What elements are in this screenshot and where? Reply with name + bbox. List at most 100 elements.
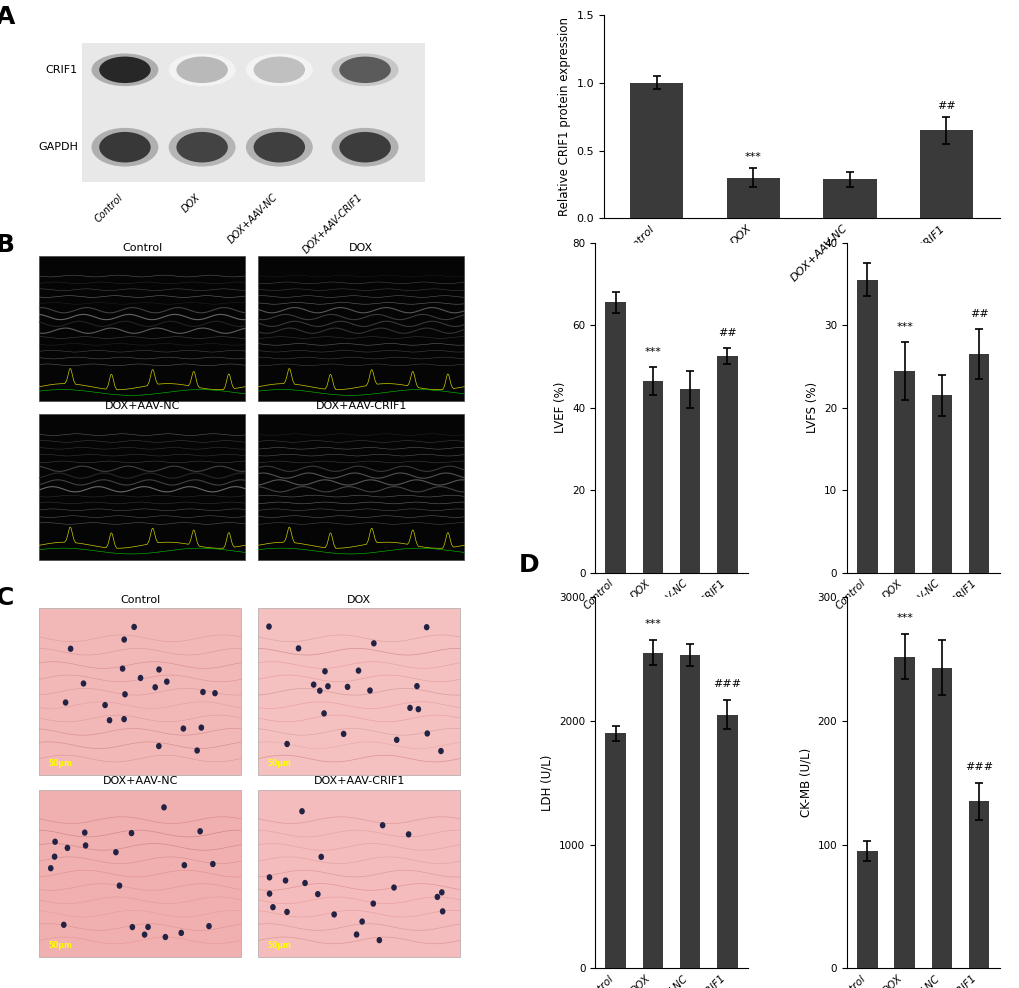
Text: 50μm: 50μm [48, 941, 72, 949]
Bar [968, 801, 988, 968]
Ellipse shape [317, 688, 322, 694]
Ellipse shape [254, 56, 305, 83]
Ellipse shape [379, 822, 385, 828]
Text: DOX: DOX [346, 595, 371, 605]
Ellipse shape [438, 889, 444, 895]
Ellipse shape [371, 640, 376, 646]
Text: ***: *** [896, 322, 912, 332]
Ellipse shape [116, 882, 122, 889]
Bar [894, 370, 914, 573]
Ellipse shape [415, 706, 421, 712]
Ellipse shape [311, 682, 316, 688]
Ellipse shape [128, 830, 135, 836]
Ellipse shape [270, 904, 275, 910]
Text: A: A [0, 5, 15, 29]
Bar [642, 653, 662, 968]
Ellipse shape [142, 932, 148, 938]
Ellipse shape [82, 830, 88, 836]
Text: DOX+AAV-NC: DOX+AAV-NC [102, 777, 177, 786]
Ellipse shape [282, 877, 288, 883]
Text: ***: *** [896, 614, 912, 623]
Ellipse shape [340, 731, 346, 737]
Ellipse shape [266, 623, 271, 629]
Bar [930, 668, 951, 968]
Ellipse shape [99, 132, 151, 162]
Ellipse shape [246, 53, 313, 86]
Ellipse shape [83, 843, 89, 849]
Ellipse shape [315, 891, 320, 897]
Ellipse shape [67, 645, 73, 652]
Ellipse shape [195, 747, 200, 754]
Bar [822, 179, 875, 218]
Ellipse shape [210, 861, 215, 867]
Ellipse shape [52, 854, 57, 860]
Text: DOX+AAV-CRIF1: DOX+AAV-CRIF1 [316, 401, 407, 411]
Ellipse shape [299, 808, 305, 814]
Text: 50μm: 50μm [267, 941, 290, 949]
Ellipse shape [52, 839, 58, 845]
Ellipse shape [81, 681, 87, 687]
Ellipse shape [176, 56, 227, 83]
Ellipse shape [206, 923, 212, 930]
Ellipse shape [356, 668, 361, 674]
Bar [856, 851, 876, 968]
Ellipse shape [424, 624, 429, 630]
Ellipse shape [284, 909, 289, 915]
Ellipse shape [424, 730, 430, 737]
Ellipse shape [181, 862, 187, 868]
Y-axis label: LVEF (%): LVEF (%) [553, 382, 567, 434]
Text: DOX+AAV-NC: DOX+AAV-NC [105, 401, 179, 411]
Text: ***: *** [644, 619, 660, 629]
Ellipse shape [339, 132, 390, 162]
Bar [919, 130, 972, 218]
Bar [716, 357, 737, 573]
Ellipse shape [63, 700, 68, 705]
Ellipse shape [164, 679, 169, 685]
Bar [605, 733, 626, 968]
Ellipse shape [121, 716, 126, 722]
Bar [642, 381, 662, 573]
Text: Control: Control [122, 242, 162, 253]
Ellipse shape [61, 922, 66, 928]
Ellipse shape [284, 741, 289, 747]
Ellipse shape [331, 127, 398, 167]
Bar [680, 655, 700, 968]
Ellipse shape [48, 865, 54, 871]
Ellipse shape [322, 668, 327, 675]
Ellipse shape [407, 704, 413, 711]
Ellipse shape [254, 132, 305, 162]
Ellipse shape [359, 919, 365, 925]
Ellipse shape [102, 701, 108, 708]
Bar [680, 389, 700, 573]
Ellipse shape [331, 911, 336, 918]
Text: D: D [519, 552, 539, 577]
Ellipse shape [107, 717, 112, 723]
Y-axis label: CK-MB (U/L): CK-MB (U/L) [798, 748, 811, 817]
Bar [630, 83, 683, 218]
Bar [856, 280, 876, 573]
Text: CRIF1: CRIF1 [46, 65, 77, 75]
Ellipse shape [156, 666, 162, 673]
Text: ***: *** [644, 347, 660, 357]
Ellipse shape [434, 894, 440, 900]
Ellipse shape [99, 56, 151, 83]
Bar [930, 395, 951, 573]
Ellipse shape [331, 53, 398, 86]
Ellipse shape [438, 748, 443, 754]
Text: GAPDH: GAPDH [38, 142, 77, 152]
Bar [968, 354, 988, 573]
Ellipse shape [266, 874, 272, 880]
Ellipse shape [354, 932, 359, 938]
Text: ##: ## [717, 328, 736, 338]
Ellipse shape [64, 845, 70, 851]
Text: ***: *** [744, 152, 761, 162]
Ellipse shape [318, 854, 324, 860]
Ellipse shape [367, 688, 372, 694]
Bar [727, 178, 780, 218]
Ellipse shape [113, 849, 118, 856]
Ellipse shape [321, 710, 326, 716]
Ellipse shape [376, 937, 382, 944]
Ellipse shape [393, 737, 399, 743]
Ellipse shape [267, 890, 272, 897]
Text: Control: Control [93, 192, 124, 224]
